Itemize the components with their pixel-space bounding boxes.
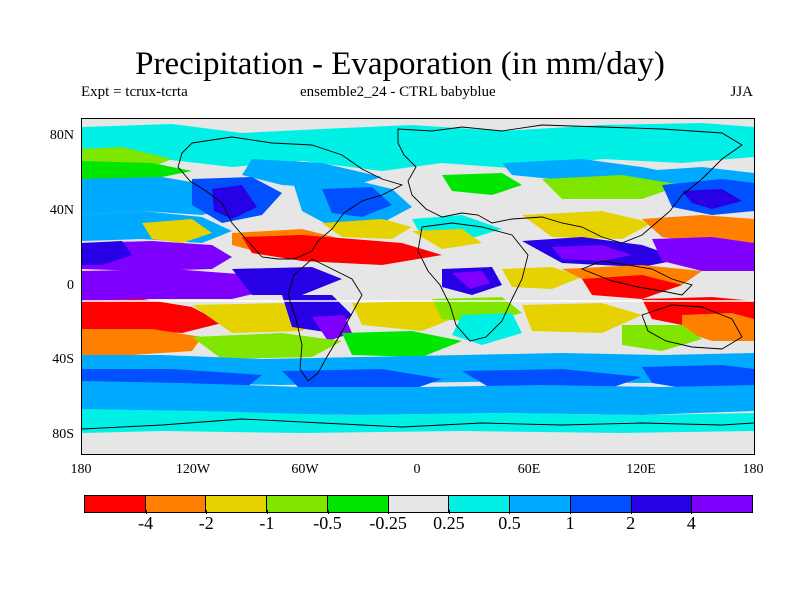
legend-tick	[570, 510, 572, 514]
experiment-label: Expt = tcrux-tcrta	[81, 84, 188, 100]
legend-swatch	[570, 496, 632, 512]
legend-label: -1	[259, 513, 275, 533]
y-tick-40n: 40N	[49, 203, 74, 218]
y-tick-80s: 80S	[52, 427, 74, 442]
coastlines	[82, 124, 754, 430]
legend-label: -0.25	[369, 513, 407, 533]
legend-label: 2	[626, 513, 636, 533]
legend-swatch	[85, 496, 146, 512]
legend-swatch	[388, 496, 450, 512]
map-title: Precipitation - Evaporation (in mm/day)	[135, 46, 665, 82]
x-tick-180e: 180	[742, 462, 764, 477]
y-tick-80n: 80N	[49, 128, 74, 143]
legend-tick	[266, 510, 268, 514]
legend-swatch	[145, 496, 207, 512]
legend-label: 0.25	[433, 513, 465, 533]
legend-tick	[691, 510, 693, 514]
legend-tick	[388, 510, 390, 514]
legend-tick	[327, 510, 329, 514]
x-tick-120w: 120W	[175, 462, 211, 477]
legend-tick	[145, 510, 147, 514]
x-tick-60e: 60E	[517, 462, 541, 477]
x-tick-60w: 60W	[291, 462, 319, 477]
map-panel	[81, 118, 755, 455]
precip-evap-field	[82, 119, 754, 454]
legend-tick	[206, 510, 208, 514]
legend-swatch	[327, 496, 389, 512]
legend-tick	[509, 510, 511, 514]
legend-label: 4	[686, 513, 696, 533]
season-label: JJA	[730, 84, 753, 100]
legend-label: -0.5	[313, 513, 342, 533]
x-tick-180w: 180	[70, 462, 92, 477]
legend-label: 1	[565, 513, 575, 533]
x-tick-120e: 120E	[626, 462, 656, 477]
legend-label: -4	[138, 513, 154, 533]
legend-swatch	[206, 496, 268, 512]
legend-swatch	[449, 496, 511, 512]
legend-swatch	[692, 496, 753, 512]
ensemble-label: ensemble2_24 - CTRL babyblue	[300, 84, 496, 100]
legend-label: 0.5	[498, 513, 521, 533]
legend-label: -2	[198, 513, 214, 533]
legend-tick	[448, 510, 450, 514]
y-tick-0: 0	[67, 278, 74, 293]
legend-swatch	[631, 496, 693, 512]
legend-tick	[630, 510, 632, 514]
x-tick-0: 0	[413, 462, 421, 477]
legend-swatch	[510, 496, 571, 512]
legend-swatch	[267, 496, 328, 512]
color-legend-bar	[84, 495, 753, 513]
y-tick-40s: 40S	[52, 352, 74, 367]
